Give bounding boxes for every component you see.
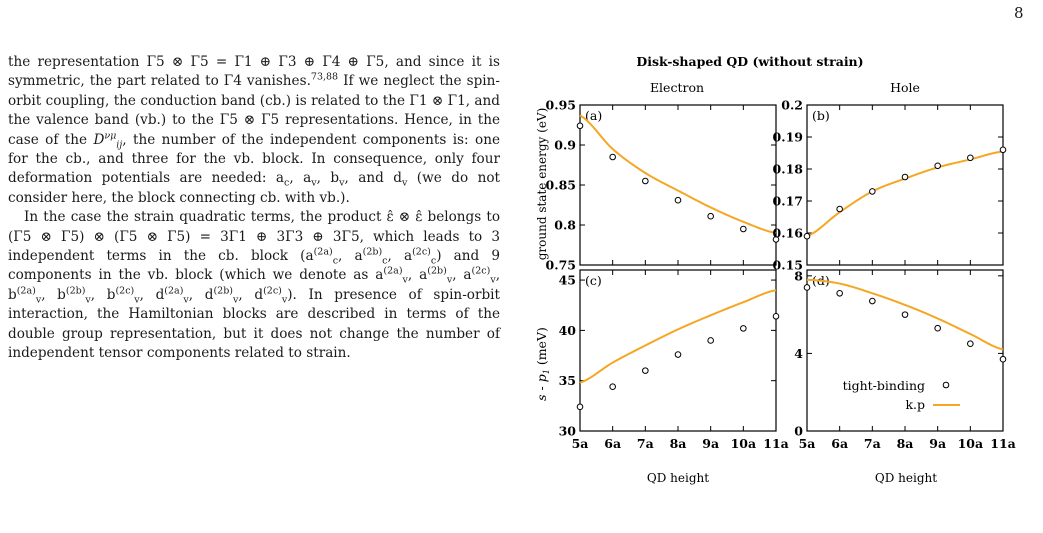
- y-tick-label: 30: [559, 424, 577, 439]
- tb-data-point: [707, 212, 714, 220]
- kp-series-line: [806, 278, 1004, 351]
- legend-tb-label: tight-binding: [843, 378, 925, 393]
- panel-frame: [579, 104, 777, 266]
- panel-frame: [806, 104, 1004, 266]
- tb-data-point: [901, 173, 909, 181]
- tb-data-point: [772, 312, 780, 320]
- x-tick-label: 9a: [702, 436, 719, 451]
- tb-data-point: [772, 236, 780, 243]
- tb-data-point: [967, 154, 974, 162]
- y-tick-label: 0.85: [546, 178, 576, 193]
- tb-data-point: [901, 311, 909, 318]
- y-tick-label: 8: [794, 268, 803, 283]
- y-tick-label: 0.9: [554, 138, 576, 153]
- x-tick-label: 5a: [572, 436, 589, 451]
- y-tick-label: 0.15: [773, 258, 803, 273]
- x-tick-label: 7a: [637, 436, 654, 451]
- tb-data-point: [740, 225, 747, 233]
- xlabel-right: QD height: [875, 471, 937, 485]
- tb-data-point: [999, 146, 1007, 154]
- y-tick-label: 0.95: [546, 98, 576, 113]
- tb-data-point: [642, 177, 649, 185]
- y-tick-label: 35: [559, 373, 576, 388]
- y-tick-label: 0.75: [546, 258, 576, 273]
- ylabel-bottom: s - p1 (meV): [534, 327, 551, 401]
- x-tick-label: 11a: [763, 436, 789, 451]
- tb-data-point: [934, 324, 941, 332]
- tb-data-point: [609, 153, 616, 161]
- y-tick-label: 40: [559, 323, 577, 338]
- kp-series-line: [579, 114, 777, 234]
- tb-data-point: [576, 122, 584, 130]
- tb-data-point: [967, 340, 974, 348]
- kp-series-line: [579, 289, 777, 384]
- xlabel-left: QD height: [647, 471, 709, 485]
- panel-label: (c): [585, 273, 602, 288]
- tb-data-point: [707, 337, 714, 344]
- tb-data-point: [836, 289, 843, 297]
- y-tick-label: 0.2: [781, 98, 803, 113]
- panel-label: (b): [812, 108, 830, 123]
- tb-data-point: [803, 284, 811, 291]
- col-title-hole: Hole: [890, 80, 920, 95]
- tb-data-point: [869, 297, 876, 305]
- tb-data-point: [674, 351, 682, 358]
- panel-label: (a): [585, 108, 602, 123]
- page-number: 8: [1014, 4, 1024, 22]
- col-title-electron: Electron: [650, 80, 704, 95]
- tb-data-point: [869, 188, 876, 195]
- body-text: the representation Γ5 ⊗ Γ5 = Γ1 ⊕ Γ3 ⊕ Γ…: [8, 53, 500, 364]
- tb-data-point: [999, 355, 1007, 363]
- tb-data-point: [934, 162, 941, 170]
- y-tick-label: 0.8: [554, 218, 576, 233]
- x-tick-label: 11a: [990, 436, 1016, 451]
- x-tick-label: 5a: [799, 436, 816, 451]
- kp-series-line: [806, 150, 1004, 238]
- tb-data-point: [576, 403, 584, 411]
- x-tick-label: 7a: [864, 436, 881, 451]
- tb-data-point: [836, 205, 843, 213]
- y-tick-label: 0.17: [773, 194, 803, 209]
- y-tick-label: 45: [559, 273, 576, 288]
- figure-disk-qd: Disk-shaped QD (without strain) Electron…: [520, 44, 1043, 524]
- x-tick-label: 6a: [604, 436, 621, 451]
- tb-data-point: [642, 367, 649, 374]
- figure-title: Disk-shaped QD (without strain): [636, 54, 863, 69]
- legend-tb-marker: [942, 381, 950, 389]
- x-tick-label: 8a: [670, 436, 687, 451]
- legend-kp-label: k.p: [905, 397, 925, 412]
- tb-data-point: [803, 232, 811, 240]
- paragraph-1: the representation Γ5 ⊗ Γ5 = Γ1 ⊕ Γ3 ⊕ Γ…: [8, 54, 501, 206]
- y-tick-label: 0.18: [773, 162, 804, 177]
- y-tick-label: 0: [794, 424, 803, 439]
- y-tick-label: 0.19: [773, 130, 803, 145]
- x-tick-label: 6a: [831, 436, 848, 451]
- x-tick-label: 9a: [929, 436, 946, 451]
- y-tick-label: 0.16: [773, 226, 804, 241]
- x-tick-label: 10a: [958, 436, 984, 451]
- y-tick-label: 4: [794, 346, 803, 361]
- x-tick-label: 10a: [731, 436, 757, 451]
- tb-data-point: [740, 325, 747, 332]
- paragraph-2: In the case the strain quadratic terms, …: [8, 209, 501, 362]
- x-tick-label: 8a: [897, 436, 914, 451]
- panel-frame: [579, 269, 777, 432]
- ylabel-top: ground state energy (eV): [535, 108, 549, 261]
- figure-svg: Disk-shaped QD (without strain) Electron…: [534, 54, 1016, 485]
- tb-data-point: [609, 383, 616, 391]
- tb-data-point: [674, 196, 682, 204]
